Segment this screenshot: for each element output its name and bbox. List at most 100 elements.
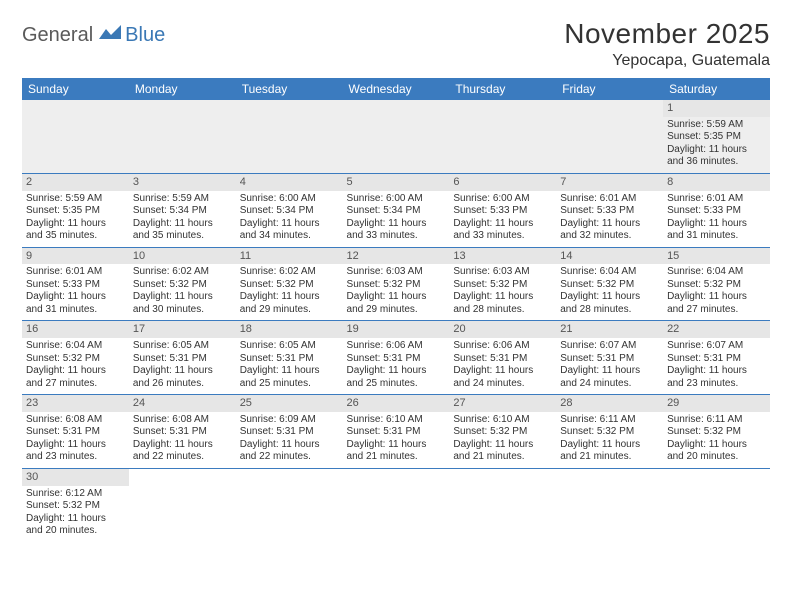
weekday-header: Tuesday: [236, 78, 343, 100]
cell-line: Daylight: 11 hours: [453, 291, 552, 304]
cell-line: and 31 minutes.: [667, 230, 766, 243]
calendar-row: 9Sunrise: 6:01 AMSunset: 5:33 PMDaylight…: [22, 247, 770, 321]
calendar-cell: 1Sunrise: 5:59 AMSunset: 5:35 PMDaylight…: [663, 100, 770, 173]
calendar-cell: 15Sunrise: 6:04 AMSunset: 5:32 PMDayligh…: [663, 247, 770, 321]
cell-line: and 24 minutes.: [453, 378, 552, 391]
calendar-cell: 26Sunrise: 6:10 AMSunset: 5:31 PMDayligh…: [343, 395, 450, 469]
cell-line: Daylight: 11 hours: [26, 218, 125, 231]
cell-line: and 23 minutes.: [667, 378, 766, 391]
cell-line: Sunset: 5:35 PM: [26, 205, 125, 218]
calendar-cell: 28Sunrise: 6:11 AMSunset: 5:32 PMDayligh…: [556, 395, 663, 469]
day-number: 7: [556, 174, 663, 191]
cell-line: Sunrise: 6:00 AM: [347, 193, 446, 206]
cell-line: Daylight: 11 hours: [133, 291, 232, 304]
calendar-cell: [129, 100, 236, 173]
cell-line: Sunset: 5:33 PM: [667, 205, 766, 218]
day-number: 6: [449, 174, 556, 191]
cell-line: and 35 minutes.: [133, 230, 232, 243]
cell-line: Sunrise: 6:00 AM: [453, 193, 552, 206]
day-number: 8: [663, 174, 770, 191]
calendar-cell: 6Sunrise: 6:00 AMSunset: 5:33 PMDaylight…: [449, 173, 556, 247]
cell-line: Sunrise: 6:04 AM: [667, 266, 766, 279]
cell-line: Sunrise: 6:06 AM: [347, 340, 446, 353]
calendar-cell: [129, 468, 236, 541]
cell-line: Daylight: 11 hours: [560, 439, 659, 452]
day-number: 9: [22, 248, 129, 265]
calendar-cell: [236, 100, 343, 173]
calendar-cell: 30Sunrise: 6:12 AMSunset: 5:32 PMDayligh…: [22, 468, 129, 541]
cell-line: and 29 minutes.: [240, 304, 339, 317]
cell-line: Sunset: 5:33 PM: [560, 205, 659, 218]
cell-line: Sunrise: 6:09 AM: [240, 414, 339, 427]
day-number: 20: [449, 321, 556, 338]
cell-line: and 23 minutes.: [26, 451, 125, 464]
month-title: November 2025: [564, 18, 770, 50]
logo-text-blue: Blue: [125, 24, 165, 47]
cell-line: and 33 minutes.: [453, 230, 552, 243]
cell-line: and 28 minutes.: [453, 304, 552, 317]
calendar-row: 16Sunrise: 6:04 AMSunset: 5:32 PMDayligh…: [22, 321, 770, 395]
cell-line: Sunset: 5:32 PM: [667, 279, 766, 292]
calendar-row: 2Sunrise: 5:59 AMSunset: 5:35 PMDaylight…: [22, 173, 770, 247]
calendar-cell: 27Sunrise: 6:10 AMSunset: 5:32 PMDayligh…: [449, 395, 556, 469]
cell-line: and 29 minutes.: [347, 304, 446, 317]
day-number: 14: [556, 248, 663, 265]
flag-icon: [99, 25, 121, 46]
day-number: 11: [236, 248, 343, 265]
cell-line: Sunset: 5:32 PM: [453, 426, 552, 439]
calendar-cell: 7Sunrise: 6:01 AMSunset: 5:33 PMDaylight…: [556, 173, 663, 247]
cell-line: Sunrise: 6:01 AM: [667, 193, 766, 206]
calendar-cell: 24Sunrise: 6:08 AMSunset: 5:31 PMDayligh…: [129, 395, 236, 469]
day-number: 10: [129, 248, 236, 265]
day-number: 25: [236, 395, 343, 412]
cell-line: Sunset: 5:31 PM: [26, 426, 125, 439]
day-number: 23: [22, 395, 129, 412]
location: Yepocapa, Guatemala: [564, 52, 770, 70]
calendar-cell: [449, 100, 556, 173]
cell-line: Daylight: 11 hours: [347, 218, 446, 231]
cell-line: Sunset: 5:32 PM: [667, 426, 766, 439]
cell-line: and 20 minutes.: [26, 525, 125, 538]
calendar-cell: 13Sunrise: 6:03 AMSunset: 5:32 PMDayligh…: [449, 247, 556, 321]
cell-line: Sunset: 5:34 PM: [133, 205, 232, 218]
cell-line: Sunrise: 6:05 AM: [240, 340, 339, 353]
calendar-cell: 21Sunrise: 6:07 AMSunset: 5:31 PMDayligh…: [556, 321, 663, 395]
cell-line: Sunrise: 6:07 AM: [560, 340, 659, 353]
calendar-cell: [343, 468, 450, 541]
calendar-row: 23Sunrise: 6:08 AMSunset: 5:31 PMDayligh…: [22, 395, 770, 469]
cell-line: Sunset: 5:31 PM: [453, 353, 552, 366]
day-number: 30: [22, 469, 129, 486]
cell-line: Daylight: 11 hours: [453, 218, 552, 231]
cell-line: and 32 minutes.: [560, 230, 659, 243]
calendar-cell: 14Sunrise: 6:04 AMSunset: 5:32 PMDayligh…: [556, 247, 663, 321]
cell-line: Daylight: 11 hours: [26, 291, 125, 304]
cell-line: Sunset: 5:32 PM: [560, 279, 659, 292]
day-number: 13: [449, 248, 556, 265]
cell-line: and 22 minutes.: [240, 451, 339, 464]
calendar-cell: 3Sunrise: 5:59 AMSunset: 5:34 PMDaylight…: [129, 173, 236, 247]
cell-line: and 26 minutes.: [133, 378, 232, 391]
cell-line: and 25 minutes.: [347, 378, 446, 391]
cell-line: Sunset: 5:32 PM: [560, 426, 659, 439]
calendar-cell: [556, 100, 663, 173]
calendar-cell: 8Sunrise: 6:01 AMSunset: 5:33 PMDaylight…: [663, 173, 770, 247]
day-number: 27: [449, 395, 556, 412]
calendar-row: 30Sunrise: 6:12 AMSunset: 5:32 PMDayligh…: [22, 468, 770, 541]
cell-line: and 30 minutes.: [133, 304, 232, 317]
calendar-cell: 16Sunrise: 6:04 AMSunset: 5:32 PMDayligh…: [22, 321, 129, 395]
day-number: 21: [556, 321, 663, 338]
cell-line: Sunrise: 6:11 AM: [667, 414, 766, 427]
cell-line: Sunset: 5:31 PM: [667, 353, 766, 366]
weekday-header: Thursday: [449, 78, 556, 100]
day-number: 2: [22, 174, 129, 191]
cell-line: Sunrise: 6:05 AM: [133, 340, 232, 353]
weekday-header: Sunday: [22, 78, 129, 100]
cell-line: and 31 minutes.: [26, 304, 125, 317]
calendar-table: Sunday Monday Tuesday Wednesday Thursday…: [22, 78, 770, 542]
calendar-cell: 29Sunrise: 6:11 AMSunset: 5:32 PMDayligh…: [663, 395, 770, 469]
cell-line: Sunset: 5:31 PM: [133, 426, 232, 439]
cell-line: and 28 minutes.: [560, 304, 659, 317]
cell-line: and 21 minutes.: [347, 451, 446, 464]
cell-line: Sunrise: 6:01 AM: [560, 193, 659, 206]
cell-line: Sunrise: 6:02 AM: [240, 266, 339, 279]
